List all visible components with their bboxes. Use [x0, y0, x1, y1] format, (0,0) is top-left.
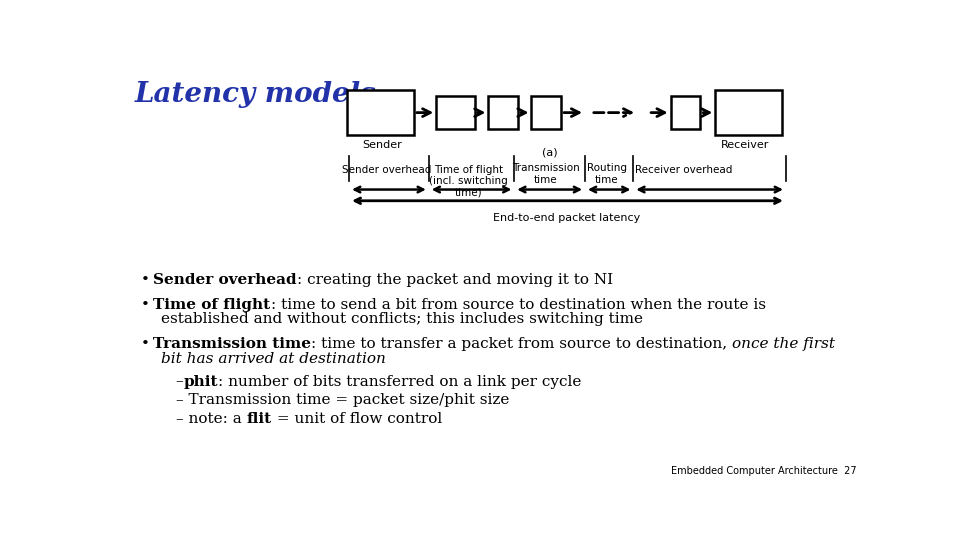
Text: bit has arrived at destination: bit has arrived at destination — [161, 352, 386, 366]
Text: •: • — [141, 337, 150, 351]
Text: : creating the packet and moving it to NI: : creating the packet and moving it to N… — [297, 273, 613, 287]
Text: = unit of flow control: = unit of flow control — [272, 412, 442, 426]
Text: Time of flight
(incl. switching
time): Time of flight (incl. switching time) — [429, 165, 508, 198]
Text: Receiver: Receiver — [721, 140, 769, 150]
Text: Receiver overhead: Receiver overhead — [636, 165, 732, 174]
Text: : number of bits transferred on a link per cycle: : number of bits transferred on a link p… — [218, 375, 582, 389]
Text: Latency models: Latency models — [134, 82, 376, 109]
Text: once the first: once the first — [732, 337, 835, 351]
Text: flit: flit — [247, 412, 272, 426]
Text: Transmission
time: Transmission time — [512, 163, 580, 185]
Text: Sender: Sender — [362, 140, 401, 150]
Text: established and without conflicts; this includes switching time: established and without conflicts; this … — [161, 312, 643, 326]
Text: Time of flight: Time of flight — [154, 298, 271, 312]
Text: – Transmission time = packet size/phit size: – Transmission time = packet size/phit s… — [176, 393, 509, 407]
Text: phit: phit — [183, 375, 218, 389]
Text: •: • — [141, 273, 150, 287]
Text: Embedded Computer Architecture  27: Embedded Computer Architecture 27 — [671, 467, 856, 476]
Text: End-to-end packet latency: End-to-end packet latency — [492, 213, 640, 223]
Bar — [532, 96, 562, 129]
Bar — [670, 96, 700, 129]
Text: Transmission time: Transmission time — [154, 337, 311, 351]
Bar — [715, 90, 782, 136]
Text: : time to send a bit from source to destination when the route is: : time to send a bit from source to dest… — [271, 298, 766, 312]
Text: –: – — [176, 375, 183, 389]
Text: : time to transfer a packet from source to destination,: : time to transfer a packet from source … — [311, 337, 732, 351]
Bar — [347, 90, 414, 136]
Text: •: • — [141, 298, 150, 312]
Bar — [489, 96, 518, 129]
Text: Sender overhead: Sender overhead — [342, 165, 431, 174]
Text: – note: a: – note: a — [176, 412, 247, 426]
Text: Sender overhead: Sender overhead — [154, 273, 297, 287]
Text: (a): (a) — [542, 148, 558, 158]
Bar — [436, 96, 475, 129]
Text: Routing
time: Routing time — [587, 163, 627, 185]
